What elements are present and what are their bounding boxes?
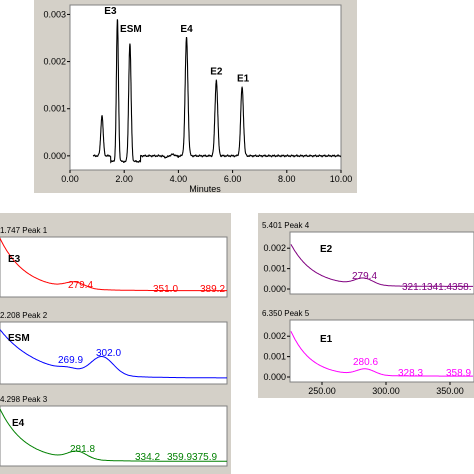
peak5-plot-area	[289, 319, 474, 383]
peak5-x-tick-label: 350.00	[436, 386, 464, 396]
peak5-x-tick-label: 250.00	[308, 386, 336, 396]
peak2-header: 2.208 Peak 2	[0, 311, 48, 320]
peak1-annotation-2: 389.2	[200, 284, 225, 295]
chromatogram-peak-label-esm: ESM	[120, 24, 142, 35]
peak1-name: E3	[8, 254, 21, 265]
peak3-annotation-2: 359.9375.9	[167, 452, 217, 463]
peak5-annotation-0: 280.6	[353, 357, 378, 368]
peak5-x-tick-label: 300.00	[372, 386, 400, 396]
peak5-y-tick-label: 0.002	[263, 331, 286, 341]
chromatogram-y-tick-label: 0.003	[43, 9, 66, 19]
chromatogram-x-tick-label: 2.00	[115, 174, 133, 184]
peak5-annotation-2: 358.9	[446, 368, 471, 379]
peak1-header: 1.747 Peak 1	[0, 226, 48, 235]
peak1-annotation-0: 279.4	[68, 280, 93, 291]
peak1-plot-area	[0, 236, 228, 298]
peak3-annotation-1: 334.2	[135, 452, 160, 463]
peak2-annotation-0: 269.9	[58, 355, 83, 366]
chromatogram-x-tick-label: 10.00	[330, 174, 353, 184]
chromatogram-trace	[92, 19, 342, 164]
peak5-y-tick-label: 0.001	[263, 352, 286, 362]
peak5-header: 6.350 Peak 5	[262, 309, 310, 318]
peak4-annotation-0: 279.4	[352, 271, 377, 282]
peak4-name: E2	[320, 244, 333, 255]
chromatogram-x-tick-label: 0.00	[61, 174, 79, 184]
chromatogram-peak-label-e3: E3	[104, 6, 117, 17]
spectrum-peak5: 6.350 Peak 5 0.000 0.001 0.002 250.00 300.0…	[262, 309, 474, 396]
spectrum-peak1: 1.747 Peak 1 E3 279.4 351.0 389.2	[0, 226, 228, 298]
peak1-trace	[0, 238, 227, 292]
peak1-annotation-1: 351.0	[153, 284, 178, 295]
peak2-trace	[0, 329, 227, 379]
chromatogram-y-tick-label: 0.002	[43, 57, 66, 67]
chromatogram-x-tick-label: 6.00	[224, 174, 242, 184]
chromatogram-plot-area	[69, 4, 342, 171]
peak4-y-tick-label: 0.000	[263, 284, 286, 294]
chromatogram-y-tick-label: 0.000	[43, 151, 66, 161]
peak4-annotation-1: 321.1341.4358.	[402, 282, 472, 293]
peak4-trace	[290, 244, 473, 287]
peak3-annotation-0: 281.8	[70, 444, 95, 455]
chromatogram-x-tick-label: 8.00	[278, 174, 296, 184]
chromatogram-y-tick-label: 0.001	[43, 104, 66, 114]
peak4-plot-area	[289, 231, 474, 295]
peak2-annotation-1: 302.0	[96, 348, 121, 359]
chromatogram-x-tick-label: 4.00	[170, 174, 188, 184]
peak2-plot-area	[0, 321, 228, 385]
peak2-name: ESM	[8, 333, 30, 344]
peak5-trace	[290, 331, 473, 377]
peak4-y-tick-label: 0.001	[263, 264, 286, 274]
spectrum-peak2: 2.208 Peak 2 ESM 269.9 302.0	[0, 311, 228, 385]
peak4-y-tick-label: 0.002	[263, 243, 286, 253]
peak5-annotation-1: 328.3	[398, 368, 423, 379]
chromatogram-x-ticks: 0.00 2.00 4.00 6.00 8.00 10.00	[61, 170, 352, 184]
peak3-header: 4.298 Peak 3	[0, 395, 48, 404]
peak5-y-ticks: 0.000 0.001 0.002	[263, 331, 290, 382]
chromatogram-peak-label-e2: E2	[210, 66, 223, 77]
peak3-trace	[0, 408, 227, 462]
peak4-y-ticks: 0.000 0.001 0.002	[263, 243, 290, 294]
peak5-name: E1	[320, 334, 333, 345]
peak3-plot-area	[0, 405, 228, 467]
peak4-header: 5.401 Peak 4	[262, 221, 310, 230]
spectrum-peak4: 5.401 Peak 4 0.000 0.001 0.002 E2 279.4 32…	[262, 221, 474, 295]
chromatogram-peak-label-e4: E4	[180, 24, 193, 35]
peak3-name: E4	[12, 418, 25, 429]
chromatogram-chart: 0.000 0.001 0.002 0.003 0.00 2.00 4.00 6.00 8.0…	[43, 4, 352, 194]
peak5-x-ticks: 250.00 300.00 350.00	[308, 382, 464, 396]
chromatogram-x-axis-label: Minutes	[189, 184, 221, 194]
chromatogram-peak-label-e1: E1	[237, 74, 250, 85]
chromatogram-y-ticks: 0.000 0.001 0.002 0.003	[43, 9, 70, 161]
spectrum-peak3: 4.298 Peak 3 E4 281.8 334.2 359.9375.9	[0, 395, 228, 467]
peak5-y-tick-label: 0.000	[263, 372, 286, 382]
